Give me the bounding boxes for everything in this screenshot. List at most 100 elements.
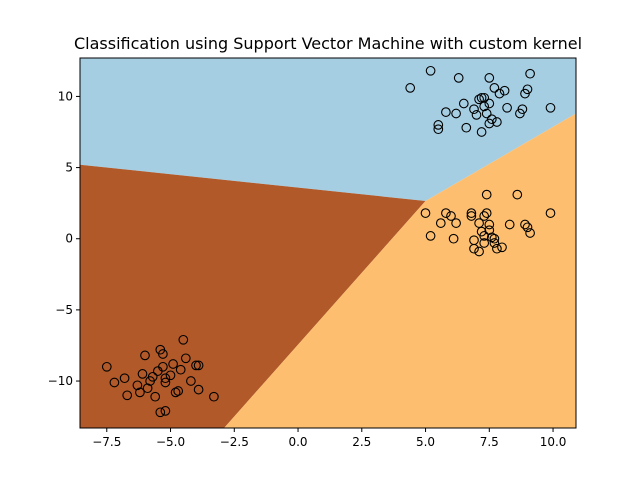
data-point-middle-right (497, 242, 507, 253)
data-point-middle-right (486, 232, 497, 243)
data-point-middle-right (435, 218, 446, 228)
data-point-middle-right (451, 218, 461, 228)
data-point-upper-right (453, 73, 464, 83)
data-point-middle-right (484, 219, 495, 230)
data-point-lower-left (160, 406, 171, 416)
data-point-upper-right (425, 65, 436, 76)
data-point-lower-left (175, 364, 186, 375)
y-tick-label: 5 (65, 161, 73, 175)
x-tick-label: −5.0 (156, 435, 185, 449)
data-point-lower-left (180, 353, 191, 364)
data-point-middle-right (474, 246, 484, 257)
data-point-middle-right (448, 233, 459, 244)
decision-regions (80, 58, 576, 428)
data-point-upper-right (476, 127, 487, 137)
data-point-lower-left (158, 349, 168, 359)
data-point-lower-left (101, 361, 112, 372)
data-point-middle-right (520, 219, 530, 230)
data-point-upper-right (405, 83, 416, 93)
x-tick-label: 0.0 (288, 435, 307, 449)
data-point-lower-left (160, 373, 171, 384)
data-point-middle-right (522, 222, 533, 233)
region-upper (80, 58, 576, 201)
data-point-lower-left (165, 370, 176, 381)
data-point-lower-left (209, 391, 219, 402)
data-point-middle-right (489, 233, 500, 244)
data-point-upper-right (471, 110, 482, 120)
data-point-middle-right (545, 208, 556, 218)
data-point-upper-right (461, 122, 472, 133)
data-point-upper-right (433, 124, 444, 135)
data-point-upper-right (499, 85, 510, 96)
data-point-middle-right (441, 208, 451, 218)
data-point-lower-left (122, 390, 133, 401)
data-point-upper-right (479, 101, 490, 112)
data-point-lower-left (109, 377, 120, 388)
plot-area-frame (79, 57, 577, 429)
data-point-lower-left (142, 383, 153, 394)
y-axis: −10 −5 0 5 10 (48, 89, 80, 388)
region-right (224, 113, 576, 428)
x-tick-label: 2.5 (352, 435, 371, 449)
data-point-lower-left (137, 369, 148, 379)
data-point-lower-left (155, 407, 166, 418)
data-point-middle-right (466, 208, 477, 218)
data-point-middle-right (512, 189, 523, 200)
data-point-upper-right (474, 94, 484, 105)
data-point-upper-right (522, 84, 533, 95)
y-tick-label: 10 (58, 89, 73, 103)
data-point-middle-right (425, 231, 436, 241)
data-point-lower-left (135, 387, 145, 398)
y-tick-label: 0 (65, 232, 73, 246)
data-point-middle-right (446, 211, 456, 221)
data-point-upper-right (484, 73, 495, 83)
x-tick-label: 10.0 (540, 435, 567, 449)
data-point-middle-right (484, 225, 495, 236)
data-point-middle-right (479, 211, 490, 221)
data-point-middle-right (492, 243, 502, 254)
data-point-middle-right (481, 208, 492, 218)
data-point-middle-right (479, 231, 490, 241)
data-point-upper-right (492, 117, 502, 127)
data-point-lower-left (158, 361, 168, 372)
x-tick-label: 5.0 (416, 435, 435, 449)
y-tick-label: −10 (48, 374, 73, 388)
data-point-upper-right (494, 88, 505, 99)
data-point-lower-left (119, 373, 130, 384)
data-point-upper-right (486, 114, 497, 125)
data-point-upper-right (458, 98, 469, 109)
data-point-upper-right (484, 98, 495, 109)
data-point-lower-left (170, 387, 181, 398)
data-point-upper-right (489, 83, 500, 93)
data-point-middle-right (479, 238, 490, 248)
data-point-upper-right (502, 102, 512, 113)
data-point-lower-left (132, 380, 143, 391)
data-point-upper-right (545, 102, 556, 113)
data-point-lower-left (193, 384, 204, 395)
chart-title: Classification using Support Vector Mach… (74, 34, 582, 53)
data-point-upper-right (517, 104, 528, 115)
data-point-middle-right (525, 228, 535, 238)
data-point-lower-left (168, 359, 178, 369)
data-point-lower-left (193, 360, 204, 371)
data-point-middle-right (466, 211, 477, 221)
data-point-lower-left (150, 391, 161, 402)
data-point-upper-right (476, 92, 487, 103)
data-point-middle-right (481, 189, 492, 200)
data-point-lower-left (140, 350, 150, 361)
x-tick-label: −7.5 (92, 435, 121, 449)
data-point-upper-right (469, 104, 479, 115)
data-point-middle-right (489, 238, 500, 248)
x-axis: −7.5 −5.0 −2.5 0.0 2.5 5.0 7.5 10.0 (92, 428, 566, 449)
data-point-middle-right (420, 208, 431, 218)
data-point-lower-left (191, 360, 201, 371)
y-tick-label: −5 (55, 303, 73, 317)
data-point-upper-right (441, 107, 451, 117)
x-tick-label: 7.5 (480, 435, 499, 449)
data-point-middle-right (504, 219, 515, 230)
data-point-upper-right (525, 68, 535, 79)
data-point-upper-right (481, 108, 492, 119)
data-points (101, 65, 556, 418)
region-left (80, 164, 426, 428)
